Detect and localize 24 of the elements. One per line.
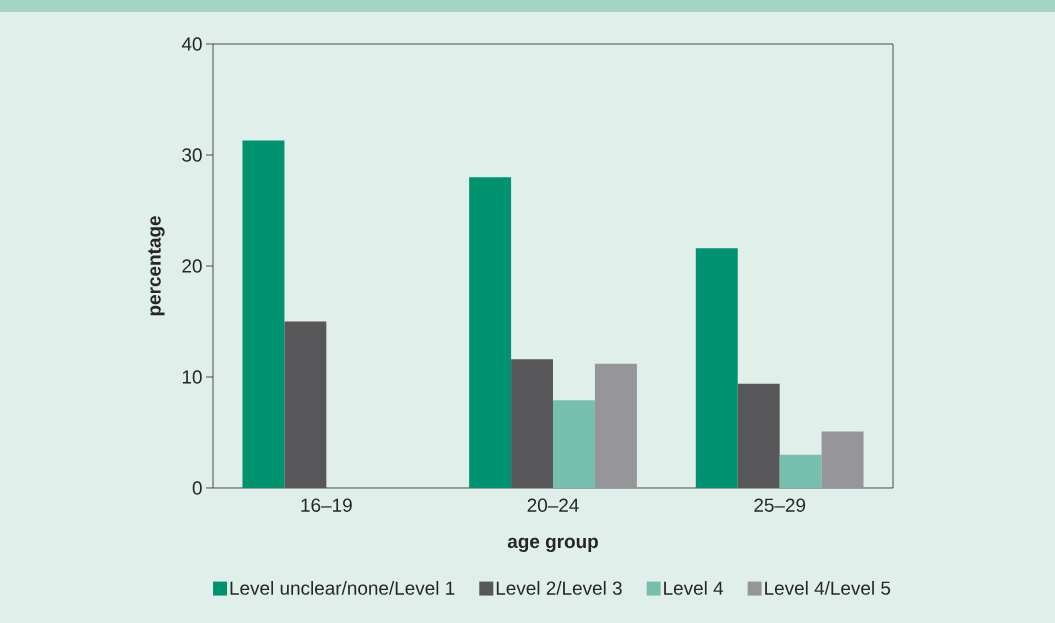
bar [242, 140, 285, 488]
y-tick-label: 10 [182, 370, 202, 384]
legend-label: Level 2/Level 3 [496, 580, 622, 595]
x-axis-title: age group [507, 537, 598, 552]
legend-label: Level 4 [664, 580, 724, 595]
bar [779, 454, 822, 488]
legend-label: Level 4/Level 5 [765, 580, 891, 595]
x-tick-label: 16–19 [301, 498, 352, 512]
y-tick-label: 40 [181, 37, 202, 51]
bar [553, 400, 595, 488]
y-tick-label: 30 [182, 148, 202, 162]
bar [695, 248, 738, 488]
y-tick-label: 20 [182, 259, 202, 273]
x-tick-label: 20–24 [527, 498, 579, 512]
legend-label: Level unclear/none/Level 1 [230, 580, 455, 595]
bar [511, 359, 554, 488]
bar [737, 383, 780, 488]
x-tick-label: 25–29 [754, 498, 806, 512]
bar [284, 321, 327, 488]
y-axis-title: percentage [148, 216, 165, 316]
bar [469, 177, 512, 488]
bar [821, 431, 864, 488]
bar [594, 363, 637, 488]
y-tick-label: 0 [192, 481, 202, 495]
